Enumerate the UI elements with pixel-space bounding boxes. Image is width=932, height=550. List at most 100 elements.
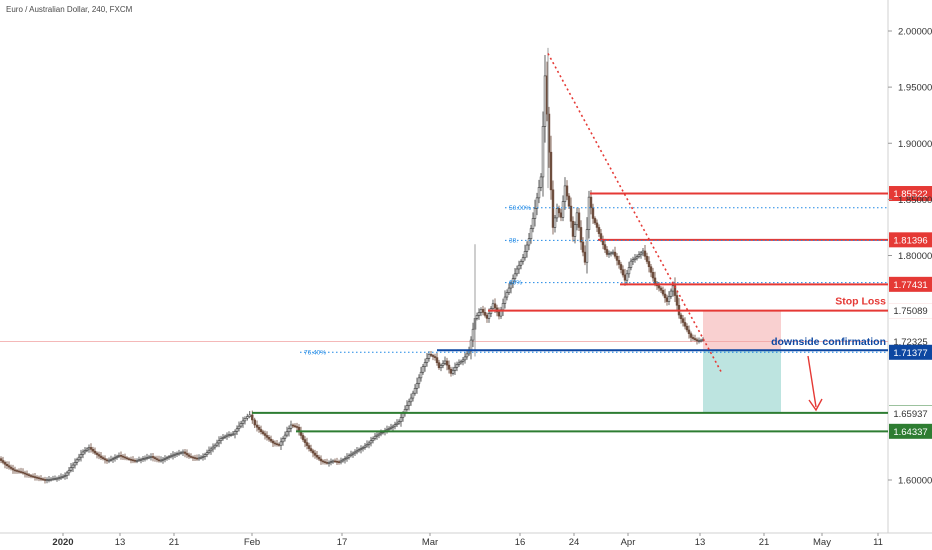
price-tag-1.64337 <box>889 423 932 439</box>
candle-body <box>207 450 211 453</box>
candle-body <box>541 126 545 178</box>
candle-body <box>95 452 99 455</box>
candle-body <box>109 459 113 461</box>
candle-body <box>211 446 215 450</box>
candle-body <box>143 457 147 460</box>
candle-body <box>9 466 13 469</box>
candle-body <box>401 413 405 418</box>
candle-body <box>591 207 595 219</box>
candle-body <box>275 443 279 446</box>
candle-body <box>509 283 513 289</box>
price-grid <box>0 0 932 534</box>
candle-body <box>303 439 307 443</box>
candle-body <box>25 473 29 476</box>
x-tick-label: 13 <box>695 537 706 548</box>
candle-body <box>559 212 563 218</box>
candle-body <box>225 434 229 437</box>
candle-body <box>571 220 575 237</box>
time-axis: 2020 13 21 Feb 17 Mar 16 24 Apr 13 21 May 11 <box>52 533 883 548</box>
candle-body <box>153 457 157 459</box>
x-tick-label: 16 <box>515 537 526 548</box>
candle-body <box>619 264 623 271</box>
candle-body <box>637 254 641 257</box>
candle-body <box>463 356 467 361</box>
price-tag-text: 1.71377 <box>893 348 927 359</box>
candle-body <box>93 450 97 454</box>
candle-body <box>277 444 281 446</box>
candle-body <box>169 455 173 458</box>
candle-body <box>581 241 585 253</box>
candle-body <box>603 244 607 250</box>
candle-body <box>351 452 355 455</box>
candle-body <box>309 448 313 452</box>
candle-body <box>661 289 665 295</box>
candle-body <box>449 368 453 374</box>
price-tag-1.85522 <box>889 186 932 202</box>
price-axis: 1.855221.813961.774311.750891.715631.659… <box>888 27 932 487</box>
candle-body <box>465 353 469 358</box>
candle-body <box>413 388 417 394</box>
candle-body <box>379 432 383 435</box>
candle-body <box>391 425 395 428</box>
candle-body <box>157 459 161 462</box>
candle-body <box>233 431 237 435</box>
candle-body <box>205 452 209 455</box>
candle-body <box>503 296 507 304</box>
candle-body <box>187 454 191 457</box>
candle-body <box>223 435 227 438</box>
candle-body <box>319 458 323 462</box>
candle-body <box>639 252 643 256</box>
candle-body <box>185 453 189 456</box>
y-tick-label: 1.90000 <box>898 139 932 150</box>
candle-body <box>605 249 609 255</box>
candle-body <box>683 322 687 327</box>
candle-body <box>349 453 353 456</box>
candle-body <box>699 339 703 342</box>
downside-arrow <box>807 355 817 408</box>
x-tick-label: 21 <box>169 537 180 548</box>
candle-body <box>57 477 61 480</box>
candle-body <box>259 429 263 433</box>
candle-body <box>663 293 667 299</box>
candle-body <box>577 212 581 228</box>
candle-body <box>217 440 221 444</box>
candle-body <box>243 417 247 422</box>
candle-body <box>597 227 601 234</box>
candle-body <box>39 478 43 480</box>
candle-body <box>389 426 393 429</box>
candle-body <box>163 458 167 460</box>
candle-body <box>421 366 425 373</box>
candle-body <box>113 457 117 459</box>
x-tick-label: 11 <box>873 537 883 548</box>
candle-body <box>33 476 37 478</box>
candle-body <box>7 465 11 468</box>
candle-body <box>179 452 183 454</box>
x-tick-label: 2020 <box>52 537 73 548</box>
candle-body <box>127 458 131 460</box>
x-tick-label: 21 <box>759 537 770 548</box>
candle-body <box>137 459 141 462</box>
candle-body <box>561 201 565 218</box>
price-label-1.75089: 1.75089 <box>893 306 927 317</box>
candle-body <box>675 295 679 306</box>
candle-body <box>171 454 175 457</box>
candle-body <box>435 357 439 363</box>
candle-body <box>433 356 437 358</box>
fib-label: 76.40% <box>304 349 326 356</box>
candle-body <box>479 309 483 313</box>
candle-body <box>689 333 693 338</box>
candle-body <box>75 459 79 463</box>
candle-body <box>695 339 699 342</box>
candle-body <box>621 269 625 276</box>
candle-body <box>239 423 243 427</box>
candle-body <box>461 359 465 362</box>
price-label-bg <box>889 405 932 421</box>
candle-body <box>669 290 673 297</box>
candle-body <box>55 477 59 480</box>
candle-body <box>83 450 87 453</box>
candle-body <box>633 257 637 260</box>
candle-body <box>281 438 285 443</box>
price-tag-1.77431 <box>889 276 932 292</box>
candle-body <box>273 442 277 445</box>
